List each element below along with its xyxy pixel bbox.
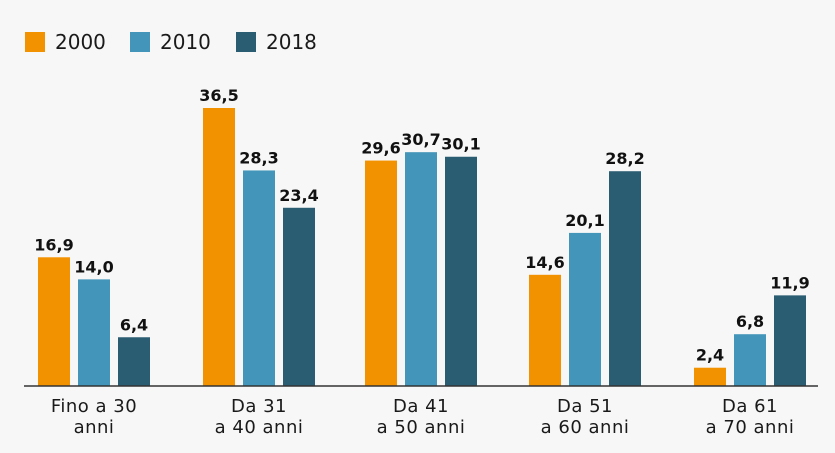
bars-group — [38, 108, 806, 386]
legend-label-2000: 2000 — [55, 30, 106, 54]
data-label-2018-cat-3: 28,2 — [605, 149, 644, 168]
category-label-3: Da 51 a 60 anni — [541, 396, 630, 438]
bar-2000-cat-4 — [694, 367, 726, 386]
bar-2010-cat-3 — [569, 232, 601, 386]
bar-2010-cat-4 — [734, 334, 766, 386]
category-label-2: Da 41 a 50 anni — [377, 396, 466, 438]
bar-2018-cat-0 — [118, 337, 150, 386]
legend-swatch-2018 — [236, 32, 256, 52]
bar-2010-cat-1 — [243, 170, 275, 386]
bar-2000-cat-2 — [365, 160, 397, 386]
bar-2010-cat-2 — [405, 152, 437, 386]
bar-2000-cat-0 — [38, 257, 70, 386]
data-label-2000-cat-3: 14,6 — [525, 253, 564, 272]
data-label-2010-cat-4: 6,8 — [736, 312, 764, 331]
data-label-2010-cat-1: 28,3 — [239, 148, 278, 167]
legend-swatch-2010 — [130, 32, 150, 52]
bar-2010-cat-0 — [78, 279, 110, 386]
data-label-2000-cat-2: 29,6 — [361, 139, 400, 158]
data-label-2018-cat-2: 30,1 — [441, 135, 480, 154]
bar-2018-cat-2 — [445, 156, 477, 386]
data-label-2018-cat-1: 23,4 — [279, 186, 318, 205]
bar-2000-cat-1 — [203, 108, 235, 386]
data-label-2018-cat-0: 6,4 — [120, 315, 148, 334]
category-labels-group: Fino a 30 anni Da 31 a 40 anni Da 41 a 50 ann… — [51, 396, 795, 438]
legend-label-2018: 2018 — [266, 30, 317, 54]
data-labels-group: 16,914,0 6,4 36,5 28,323,4 29,6 30,7 30,1 14,6 2… — [34, 86, 809, 365]
bar-2018-cat-3 — [609, 171, 641, 386]
category-label-4: Da 61 a 70 anni — [706, 396, 795, 438]
data-label-2000-cat-1: 36,5 — [199, 86, 238, 105]
bar-2018-cat-1 — [283, 207, 315, 386]
category-label-1: Da 31 a 40 anni — [215, 396, 304, 438]
bar-2018-cat-4 — [774, 295, 806, 386]
legend-swatch-2000 — [25, 32, 45, 52]
data-label-2000-cat-4: 2,4 — [696, 346, 724, 365]
category-label-0: Fino a 30 anni — [51, 396, 137, 438]
data-label-2000-cat-0: 16,9 — [34, 235, 73, 254]
bar-2000-cat-3 — [529, 274, 561, 386]
data-label-2010-cat-0: 14,0 — [74, 257, 113, 276]
data-label-2010-cat-2: 30,7 — [401, 130, 440, 149]
data-label-2010-cat-3: 20,1 — [565, 211, 604, 230]
legend-label-2010: 2010 — [160, 30, 211, 54]
chart-legend: 2000 2010 2018 — [25, 30, 317, 54]
data-label-2018-cat-4: 11,9 — [770, 273, 809, 292]
